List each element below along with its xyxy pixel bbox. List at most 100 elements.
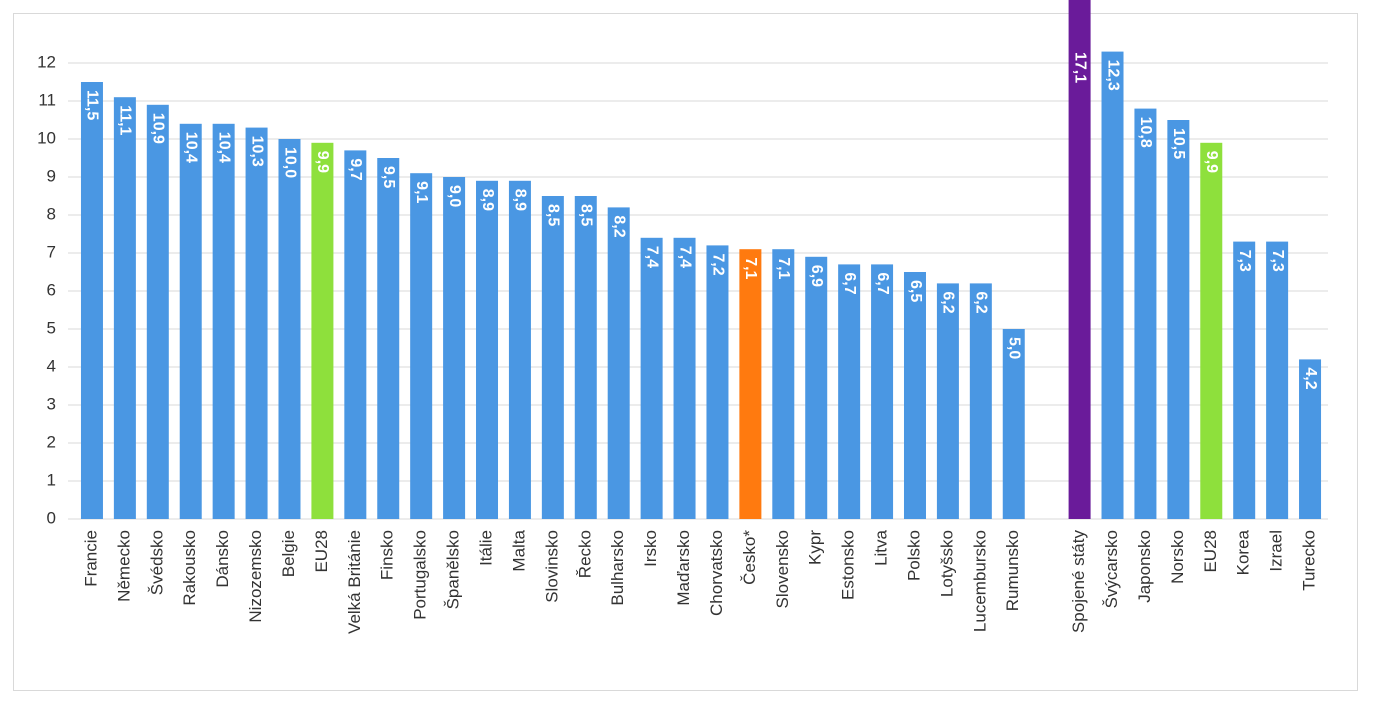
x-tick-label: Španělsko: [444, 530, 463, 609]
y-tick-label: 8: [47, 204, 56, 223]
x-tick-label: Česko*: [740, 530, 759, 585]
x-tick-label: Spojené státy: [1069, 530, 1088, 634]
value-label: 11,5: [84, 90, 101, 120]
value-label: 11,1: [117, 105, 134, 135]
value-label: 9,5: [380, 166, 397, 188]
value-label: 10,3: [248, 136, 265, 167]
bar: [1101, 51, 1124, 519]
bar: [838, 264, 861, 519]
value-label: 8,5: [578, 204, 595, 226]
bar: [607, 207, 630, 519]
x-tick-label: Belgie: [279, 530, 298, 577]
value-label: 7,3: [1269, 250, 1286, 272]
bar: [245, 127, 268, 519]
value-label: 8,5: [545, 204, 562, 226]
bar: [311, 142, 334, 520]
bar: [476, 180, 499, 520]
x-tick-label: Bulharsko: [608, 530, 627, 606]
y-tick-label: 0: [47, 508, 56, 527]
value-label: 8,9: [479, 189, 496, 211]
value-label: 10,8: [1137, 117, 1154, 148]
bar: [739, 249, 762, 519]
x-tick-label: Slovensko: [773, 530, 792, 608]
bar: [1167, 120, 1190, 519]
value-label: 6,2: [973, 291, 990, 313]
bar: [146, 104, 169, 520]
y-tick-label: 11: [38, 90, 56, 109]
value-label: 9,9: [314, 151, 331, 173]
bar: [936, 283, 959, 519]
bar: [1266, 241, 1289, 519]
x-tick-label: Estonsko: [839, 530, 858, 600]
value-label: 7,4: [676, 246, 693, 268]
bar: [377, 158, 400, 519]
value-label: 8,9: [512, 189, 529, 211]
value-label: 9,7: [347, 158, 364, 180]
y-tick-label: 5: [47, 318, 56, 337]
bar: [706, 245, 729, 519]
value-label: 6,7: [841, 272, 858, 294]
y-tick-label: 1: [47, 470, 56, 489]
value-label: 6,2: [940, 291, 957, 313]
x-tick-label: Finsko: [378, 530, 397, 580]
bar: [1134, 108, 1157, 519]
value-label: 10,4: [215, 132, 232, 163]
x-tick-label: Nizozemsko: [246, 530, 265, 623]
value-label: 4,2: [1302, 367, 1319, 389]
value-label: 10,9: [150, 113, 167, 144]
bar: [673, 237, 696, 520]
value-label: 10,0: [281, 147, 298, 178]
x-tick-label: Kypr: [806, 530, 825, 565]
value-label: 8,2: [610, 215, 627, 237]
y-tick-label: 12: [37, 52, 56, 71]
x-tick-label: EU28: [1201, 530, 1220, 573]
value-label: 7,3: [1236, 250, 1253, 272]
x-tick-label: Litva: [872, 529, 891, 565]
value-label: 17,1: [1071, 52, 1088, 83]
bar: [903, 272, 926, 519]
bar: [1200, 142, 1223, 520]
value-label: 7,1: [775, 257, 792, 279]
bar: [1233, 241, 1256, 519]
x-tick-label: Polsko: [904, 530, 923, 581]
bar: [80, 82, 103, 519]
bar: [278, 139, 301, 519]
bar: [541, 196, 564, 519]
bar: [805, 256, 828, 519]
bar: [772, 249, 795, 519]
x-tick-label: Dánsko: [213, 530, 232, 588]
value-label: 5,0: [1006, 337, 1023, 359]
y-tick-label: 9: [47, 166, 56, 185]
x-tick-label: Francie: [81, 530, 100, 587]
bar: [212, 123, 235, 520]
value-label: 9,0: [446, 185, 463, 207]
x-tick-label: Švédsko: [147, 530, 166, 595]
x-tick-label: Německo: [114, 530, 133, 602]
x-tick-label: Velká Británie: [345, 530, 364, 634]
value-label: 6,7: [874, 272, 891, 294]
value-label: 9,9: [1203, 151, 1220, 173]
x-tick-label: Izrael: [1267, 530, 1286, 572]
value-label: 10,4: [182, 132, 199, 163]
x-tick-label: Malta: [509, 529, 528, 571]
bar: [113, 97, 136, 519]
x-tick-label: Irsko: [641, 530, 660, 567]
value-label: 7,4: [643, 246, 660, 268]
bar: [1299, 359, 1322, 519]
y-tick-label: 7: [47, 242, 56, 261]
x-tick-label: Portugalsko: [411, 530, 430, 620]
x-tick-label: Slovinsko: [542, 530, 561, 603]
value-label: 6,9: [808, 265, 825, 287]
bar: [443, 177, 466, 519]
x-tick-label: Lucembursko: [970, 530, 989, 632]
bar: [1068, 0, 1091, 519]
bar: [179, 123, 202, 520]
bar: [871, 264, 894, 519]
y-tick-label: 4: [47, 356, 56, 375]
bar: [1002, 329, 1025, 519]
x-tick-label: Turecko: [1300, 530, 1319, 591]
x-tick-label: Japonsko: [1135, 530, 1154, 603]
x-tick-label: Lotyšsko: [937, 530, 956, 597]
x-tick-label: Rumunsko: [1003, 530, 1022, 611]
x-tick-label: Chorvatsko: [707, 530, 726, 616]
